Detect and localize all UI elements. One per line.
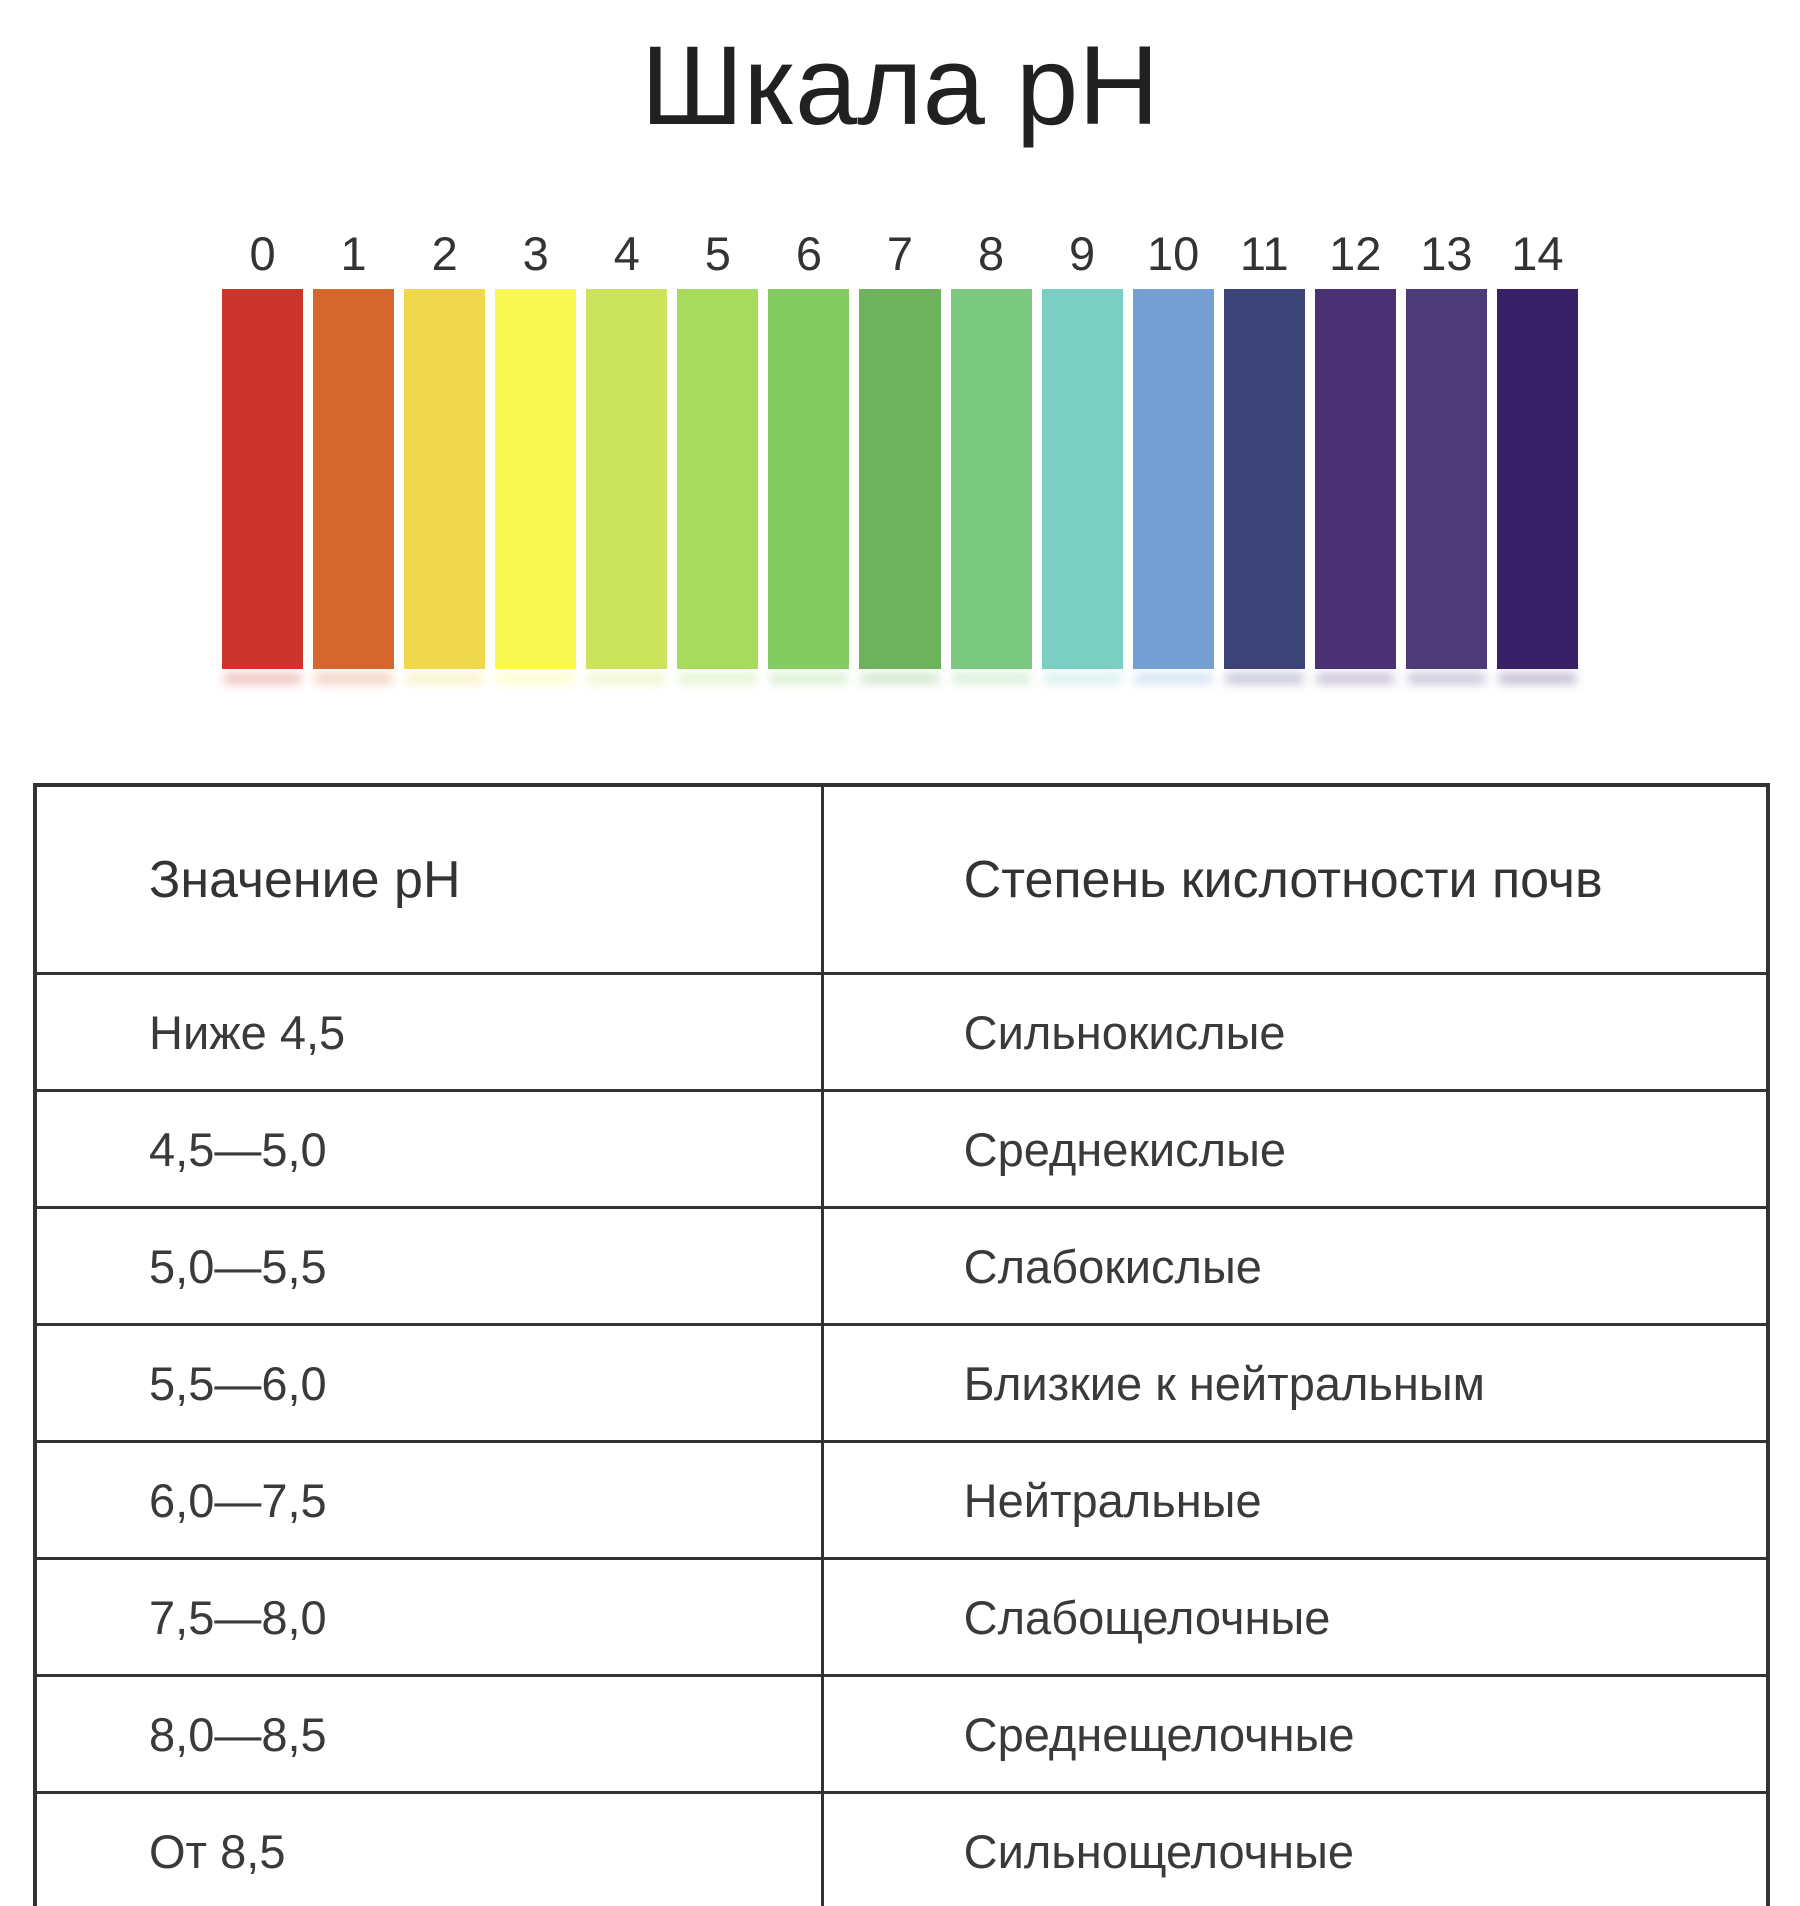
ph-tick-label: 6 [795, 227, 822, 281]
ph-tick-label: 4 [613, 227, 640, 281]
ph-tick-label: 9 [1069, 227, 1096, 281]
table-row: 5,5—6,0 Близкие к нейтральным [33, 1323, 1770, 1444]
table-row: От 8,5 Сильнощелочные [33, 1791, 1770, 1906]
ph-scale-item: 8 [950, 227, 1032, 670]
acidity-degree-cell: Среднещелочные [820, 1674, 1770, 1795]
ph-tick-label: 13 [1420, 227, 1473, 281]
table-header: Значение pH Степень кислотности почв [33, 783, 1770, 976]
ph-scale-item: 4 [586, 227, 668, 670]
acidity-degree-cell: Близкие к нейтральным [820, 1323, 1770, 1444]
ph-scale-item: 3 [495, 227, 577, 670]
ph-color-scale: 0 1 2 3 4 5 6 7 8 9 10 1 [222, 227, 1578, 670]
table-row: 4,5—5,0 Среднекислые [33, 1089, 1770, 1210]
ph-color-bar [1223, 289, 1305, 670]
ph-scale-item: 13 [1405, 227, 1487, 670]
ph-scale-item: 5 [677, 227, 759, 670]
ph-scale-item: 2 [404, 227, 486, 670]
acidity-degree-cell: Слабощелочные [820, 1557, 1770, 1678]
table-row: 5,0—5,5 Слабокислые [33, 1206, 1770, 1327]
ph-tick-label: 14 [1511, 227, 1564, 281]
acidity-degree-cell: Слабокислые [820, 1206, 1770, 1327]
ph-tick-label: 2 [431, 227, 458, 281]
ph-scale-item: 9 [1041, 227, 1123, 670]
col-header-ph-value: Значение pH [33, 783, 824, 976]
col-header-acidity-degree: Степень кислотности почв [820, 783, 1770, 976]
ph-scale-item: 6 [768, 227, 850, 670]
ph-range-cell: 5,5—6,0 [33, 1323, 824, 1444]
ph-range-cell: 4,5—5,0 [33, 1089, 824, 1210]
ph-tick-label: 12 [1329, 227, 1382, 281]
ph-range-cell: 6,0—7,5 [33, 1440, 824, 1561]
acidity-degree-cell: Сильнокислые [820, 972, 1770, 1093]
table-row: 7,5—8,0 Слабощелочные [33, 1557, 1770, 1678]
ph-color-bar [768, 289, 850, 670]
ph-tick-label: 10 [1147, 227, 1200, 281]
page-title: Шкала pH [640, 23, 1160, 148]
table-row: 6,0—7,5 Нейтральные [33, 1440, 1770, 1561]
ph-tick-label: 8 [977, 227, 1005, 281]
soil-acidity-table: Значение pH Степень кислотности почв Ниж… [33, 783, 1770, 1906]
table-body: Ниже 4,5 Сильнокислые 4,5—5,0 Среднекисл… [33, 972, 1770, 1906]
ph-color-bar [313, 289, 395, 670]
ph-color-bar [1132, 289, 1214, 670]
ph-tick-label: 7 [886, 227, 914, 281]
ph-tick-label: 0 [249, 227, 276, 281]
ph-tick-label: 3 [522, 227, 549, 281]
ph-color-bar [677, 289, 759, 670]
ph-color-bar [222, 289, 304, 670]
ph-scale-item: 14 [1496, 227, 1578, 670]
acidity-degree-cell: Среднекислые [820, 1089, 1770, 1210]
ph-range-cell: От 8,5 [33, 1791, 824, 1906]
ph-range-cell: 7,5—8,0 [33, 1557, 824, 1678]
ph-tick-label: 1 [340, 227, 367, 281]
ph-scale-item: 1 [313, 227, 395, 670]
ph-scale-item: 12 [1314, 227, 1396, 670]
table-row: 8,0—8,5 Среднещелочные [33, 1674, 1770, 1795]
ph-tick-label: 11 [1239, 227, 1289, 281]
ph-scale-item: 0 [222, 227, 304, 670]
acidity-degree-cell: Сильнощелочные [820, 1791, 1770, 1906]
ph-color-bar [950, 289, 1032, 670]
ph-color-bar [586, 289, 668, 670]
table-header-row: Значение pH Степень кислотности почв [33, 783, 1770, 976]
ph-tick-label: 5 [704, 227, 731, 281]
ph-range-cell: Ниже 4,5 [33, 972, 824, 1093]
ph-color-bar [859, 289, 941, 670]
ph-scale-item: 10 [1132, 227, 1214, 670]
ph-scale-item: 11 [1223, 227, 1305, 670]
ph-color-bar [1041, 289, 1123, 670]
ph-color-bar [1314, 289, 1396, 670]
ph-range-cell: 8,0—8,5 [33, 1674, 824, 1795]
ph-color-bar [495, 289, 577, 670]
ph-scale-item: 7 [859, 227, 941, 670]
acidity-degree-cell: Нейтральные [820, 1440, 1770, 1561]
ph-color-bar [1496, 289, 1578, 670]
ph-color-bar [1405, 289, 1487, 670]
ph-range-cell: 5,0—5,5 [33, 1206, 824, 1327]
table-row: Ниже 4,5 Сильнокислые [33, 972, 1770, 1093]
ph-color-bar [404, 289, 486, 670]
